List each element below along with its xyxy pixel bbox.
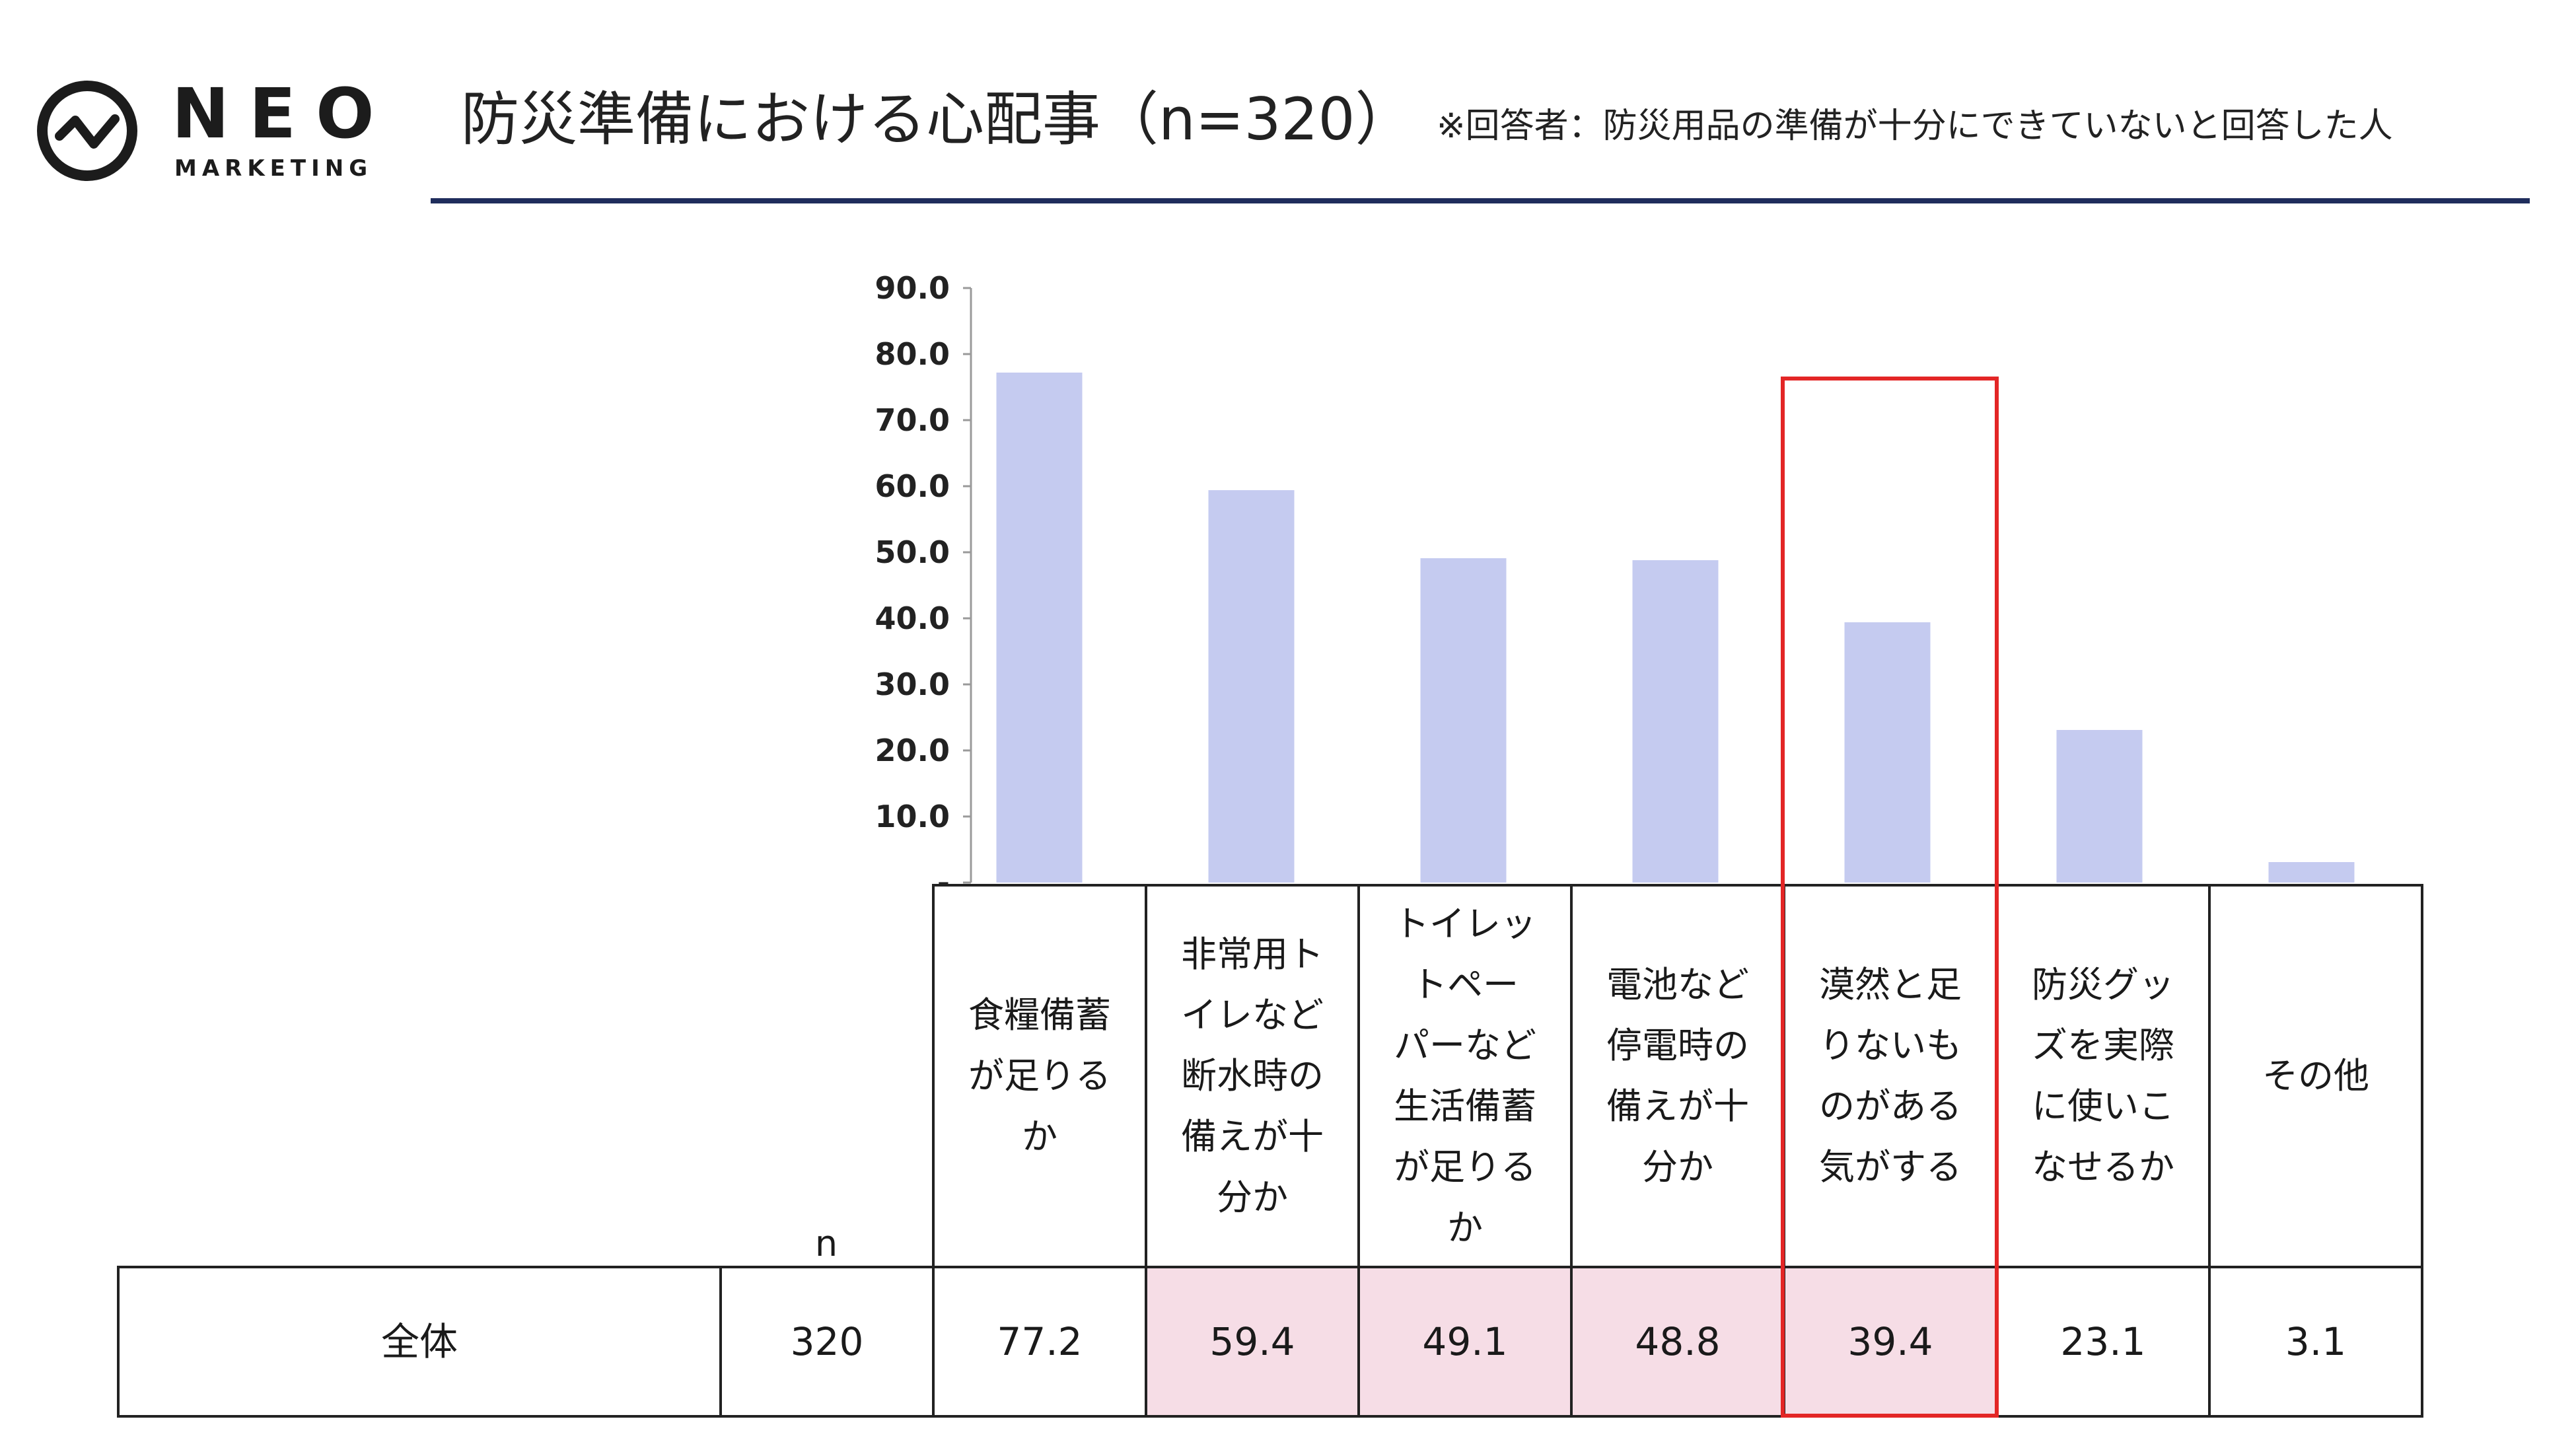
value-cell: 49.1 bbox=[1357, 1266, 1573, 1418]
row-label: 全体 bbox=[117, 1266, 722, 1418]
data-table: n 食糧備蓄 が足りるか 非常用ト イレなど 断水時の 備えが十 分か トイレッ トペー パー… bbox=[117, 884, 2423, 1418]
category-header: 防災グッズを実際に使いこなせるか bbox=[1995, 884, 2211, 1268]
category-label-line: か bbox=[1022, 1116, 1057, 1157]
category-label-line: 気がする bbox=[1819, 1146, 1962, 1188]
bar bbox=[996, 373, 1083, 883]
y-tick-label: 60.0 bbox=[875, 468, 950, 504]
category-label-line: なせるか bbox=[2032, 1146, 2174, 1188]
bar bbox=[1844, 622, 1931, 883]
category-label-line: トペー bbox=[1412, 964, 1519, 1005]
y-tick-label: 90.0 bbox=[875, 270, 950, 306]
logo-wordmark: NEO bbox=[172, 73, 394, 154]
value-cell: 59.4 bbox=[1145, 1266, 1360, 1418]
pulse-circle-icon bbox=[37, 81, 137, 181]
category-label-line: 食糧備蓄 bbox=[968, 994, 1111, 1036]
category-label-line: 分か bbox=[1642, 1146, 1713, 1188]
category-label-line: 漠然と足 bbox=[1819, 964, 1962, 1005]
category-label-line: 備えが十 bbox=[1606, 1085, 1749, 1127]
bar bbox=[1420, 558, 1507, 883]
y-tick-label: 50.0 bbox=[875, 534, 950, 570]
category-label-line: 分か bbox=[1217, 1177, 1288, 1218]
value-cell: 23.1 bbox=[1995, 1266, 2211, 1418]
category-header: トイレットペーパーなど生活備蓄が足りるか bbox=[1357, 884, 1573, 1268]
bar bbox=[1632, 560, 1719, 883]
category-label-line: その他 bbox=[2262, 1055, 2369, 1097]
value-cell: 39.4 bbox=[1783, 1266, 1998, 1418]
blank-header-cell bbox=[118, 885, 721, 1267]
category-header: 非常用トイレなど断水時の備えが十分か bbox=[1145, 884, 1360, 1268]
category-label-line: が足りる bbox=[1394, 1146, 1536, 1188]
category-label-line: か bbox=[1447, 1207, 1483, 1249]
category-label-line: 生活備蓄 bbox=[1394, 1085, 1536, 1127]
category-label-line: に使いこ bbox=[2032, 1085, 2174, 1127]
category-header: 漠然と足りないものがある気がする bbox=[1783, 884, 1998, 1268]
category-label-line: ズを実際 bbox=[2032, 1025, 2174, 1066]
category-label-line: パーなど bbox=[1394, 1025, 1536, 1066]
neo-marketing-logo: NEO MARKETING bbox=[34, 78, 378, 190]
row-n-value: 320 bbox=[719, 1266, 935, 1418]
table-header-row: n 食糧備蓄 が足りるか 非常用ト イレなど 断水時の 備えが十 分か トイレッ トペー パー… bbox=[118, 884, 2423, 1268]
category-label-line: 断水時の bbox=[1181, 1055, 1324, 1097]
category-label-line: 停電時の bbox=[1606, 1025, 1749, 1066]
respondent-note: ※回答者：防災用品の準備が十分にできていないと回答した人 bbox=[1437, 106, 2393, 146]
category-label-line: 非常用ト bbox=[1181, 933, 1324, 975]
category-header: 電池など停電時の備えが十分か bbox=[1570, 884, 1785, 1268]
bar bbox=[1208, 490, 1295, 883]
bar bbox=[2056, 730, 2143, 883]
y-tick-label: 30.0 bbox=[875, 667, 950, 702]
value-cell: 48.8 bbox=[1570, 1266, 1785, 1418]
y-tick-label: 70.0 bbox=[875, 402, 950, 438]
y-axis: -10.020.030.040.050.060.070.080.090.0 bbox=[875, 270, 972, 900]
category-label-line: りないも bbox=[1819, 1025, 1962, 1066]
table-row: 全体 320 77.2 59.4 49.1 48.8 39.4 23.1 3.1 bbox=[117, 1266, 2423, 1418]
category-label-line: 電池など bbox=[1606, 964, 1749, 1005]
value-cell: 3.1 bbox=[2208, 1266, 2423, 1418]
category-label-line: 防災グッ bbox=[2032, 964, 2174, 1005]
category-header: その他 bbox=[2208, 884, 2423, 1268]
page-title: 防災準備における心配事（n=320） bbox=[461, 85, 1413, 153]
category-header: 食糧備蓄 が足りるか bbox=[932, 884, 1147, 1268]
n-header: n bbox=[814, 1223, 838, 1264]
category-label-line: のがある bbox=[1819, 1085, 1962, 1127]
title-underline bbox=[431, 198, 2530, 203]
value-cell: 77.2 bbox=[932, 1266, 1147, 1418]
y-tick-label: 80.0 bbox=[875, 336, 950, 372]
y-tick-label: 40.0 bbox=[875, 600, 950, 636]
category-label-line: イレなど bbox=[1181, 994, 1324, 1036]
logo-subtext: MARKETING bbox=[174, 155, 373, 182]
bar bbox=[2268, 862, 2355, 883]
category-label-line: が足りる bbox=[968, 1055, 1111, 1097]
y-tick-label: 10.0 bbox=[875, 799, 950, 834]
category-label-line: 備えが十 bbox=[1181, 1116, 1324, 1157]
bars-group bbox=[996, 373, 2355, 883]
category-label-line: トイレッ bbox=[1394, 903, 1536, 945]
y-tick-label: 20.0 bbox=[875, 733, 950, 768]
